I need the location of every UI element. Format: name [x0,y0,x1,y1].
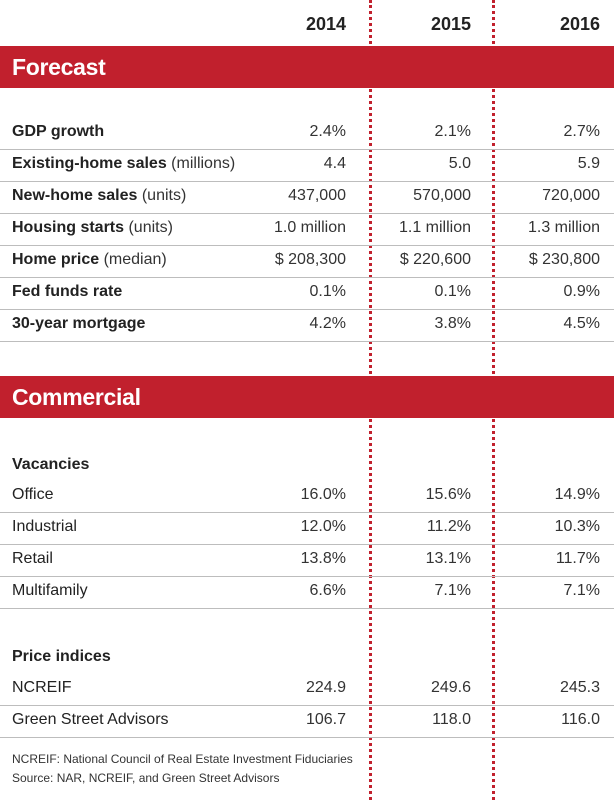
vacancies-heading: Vacancies [12,456,90,473]
row-label: Existing-home sales [12,155,167,172]
year-2014: 2014 [305,14,346,34]
table-row: Office 16.0% 15.6% 14.9% [0,480,614,513]
row-label: Fed funds rate [12,283,123,300]
year-2016: 2016 [559,14,600,34]
table-row: GDP growth 2.4% 2.1% 2.7% [0,117,614,150]
value-2014: 4.2% [309,315,346,332]
value-2016: 0.9% [563,283,600,300]
value-2015: 2.1% [434,123,471,140]
value-2016: 5.9 [577,155,600,172]
table-row: Industrial 12.0% 11.2% 10.3% [0,512,614,545]
value-2016: $ 230,800 [528,251,600,268]
row-label: Multifamily [12,582,88,599]
price-indices-heading: Price indices [12,648,111,665]
value-2016: 1.3 million [527,219,600,236]
value-2014: 13.8% [300,550,346,567]
value-2015: 0.1% [434,283,471,300]
value-2015: 5.0 [448,155,471,172]
table-row: Green Street Advisors 106.7 118.0 116.0 [0,705,614,738]
row-label: Green Street Advisors [12,711,169,728]
value-2014: $ 208,300 [274,251,346,268]
table-row: Existing-home sales (millions) 4.4 5.0 5… [0,149,614,182]
value-2015: 7.1% [434,582,471,599]
value-2016: 7.1% [563,582,600,599]
table-row: Retail 13.8% 13.1% 11.7% [0,544,614,577]
row-label: Retail [12,550,53,567]
value-2016: 14.9% [554,486,600,503]
row-label: Home price [12,251,100,268]
value-2015: 570,000 [413,187,471,204]
row-unit: (millions) [171,155,236,172]
year-2015: 2015 [430,14,471,34]
value-2014: 224.9 [305,679,346,696]
footnote-definition: NCREIF: National Council of Real Estate … [12,752,353,766]
row-unit: (median) [103,251,167,268]
table-row: 30-year mortgage 4.2% 3.8% 4.5% [0,309,614,342]
value-2014: 106.7 [305,711,346,728]
value-2016: 720,000 [542,187,600,204]
table-row: NCREIF 224.9 249.6 245.3 [0,673,614,706]
value-2015: 13.1% [425,550,471,567]
forecast-band: Forecast [0,46,614,88]
forecast-title: Forecast [12,54,106,80]
row-label: Industrial [12,518,77,535]
value-2014: 16.0% [300,486,346,503]
table-row: Fed funds rate 0.1% 0.1% 0.9% [0,277,614,310]
value-2016: 116.0 [561,711,600,728]
row-label: NCREIF [12,679,72,696]
value-2014: 4.4 [323,155,346,172]
value-2016: 2.7% [563,123,600,140]
value-2015: 11.2% [426,518,471,535]
row-label: 30-year mortgage [12,315,146,332]
value-2014: 0.1% [309,283,346,300]
value-2016: 10.3% [554,518,600,535]
row-label: New-home sales [12,187,138,204]
row-label: Housing starts [12,219,125,236]
row-unit: (units) [141,187,187,204]
table-row: New-home sales (units) 437,000 570,000 7… [0,181,614,214]
value-2016: 4.5% [563,315,600,332]
value-2016: 245.3 [559,679,600,696]
row-label: Office [12,486,54,503]
row-label: GDP growth [12,123,105,140]
table-row: Housing starts (units) 1.0 million 1.1 m… [0,213,614,246]
value-2014: 2.4% [309,123,346,140]
table-row: Home price (median) $ 208,300 $ 220,600 … [0,245,614,278]
value-2014: 12.0% [300,518,346,535]
value-2015: 3.8% [434,315,471,332]
value-2015: 15.6% [425,486,471,503]
row-unit: (units) [128,219,173,236]
commercial-title: Commercial [12,384,141,410]
value-2015: 249.6 [430,679,471,696]
footnote-source: Source: NAR, NCREIF, and Green Street Ad… [12,771,280,785]
value-2015: $ 220,600 [399,251,471,268]
value-2016: 11.7% [555,550,600,567]
table-row: Multifamily 6.6% 7.1% 7.1% [0,576,614,609]
value-2014: 437,000 [288,187,346,204]
value-2015: 1.1 million [398,219,471,236]
commercial-band: Commercial [0,376,614,418]
value-2015: 118.0 [432,711,471,728]
value-2014: 1.0 million [273,219,346,236]
value-2014: 6.6% [309,582,346,599]
